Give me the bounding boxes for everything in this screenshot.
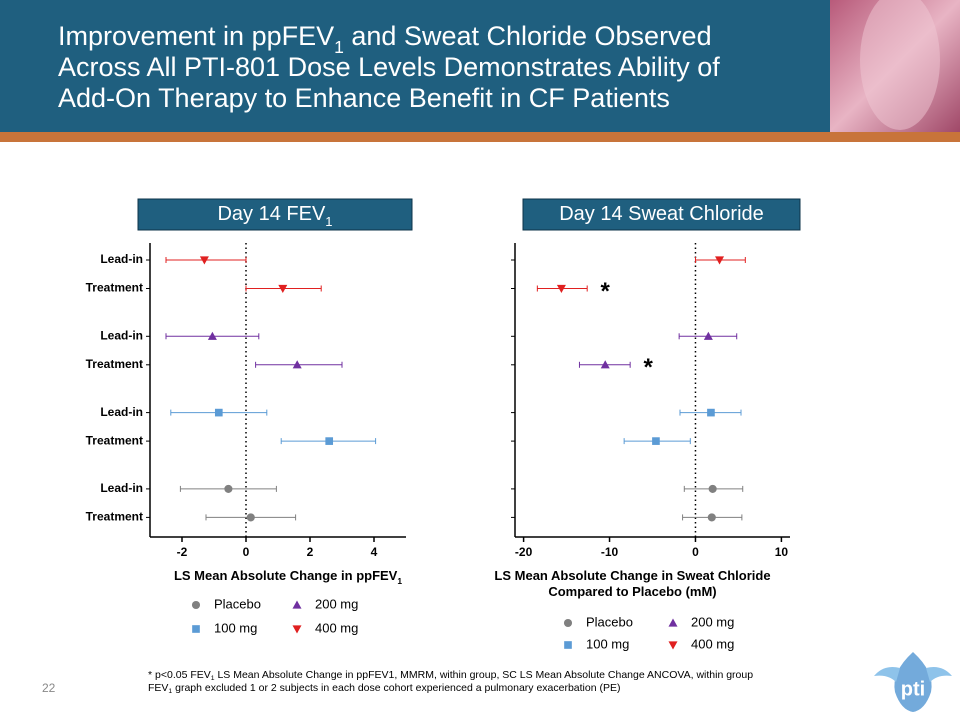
marker [278, 284, 288, 293]
marker [224, 484, 233, 493]
legend-label: 100 mg [586, 636, 629, 651]
marker [192, 625, 200, 633]
x-axis-label: LS Mean Absolute Change in Sweat Chlorid… [494, 568, 770, 583]
slide-title-subscript: 1 [334, 37, 344, 57]
y-tick-label: Lead-in [100, 481, 143, 495]
legend-label: Placebo [214, 596, 261, 611]
marker [556, 284, 566, 293]
slide-title-run: and Sweat Chloride Observed [344, 21, 712, 51]
marker [292, 600, 302, 609]
y-tick-label: Lead-in [100, 405, 143, 419]
marker [246, 513, 255, 522]
marker [325, 437, 334, 445]
marker [600, 360, 610, 369]
slide-title-run: Across All PTI-801 Dose Levels Demonstra… [58, 52, 720, 82]
x-axis-label-run: LS Mean Absolute Change in ppFEV [174, 568, 398, 583]
marker [707, 513, 716, 522]
footnote-run: * p<0.05 FEV [148, 669, 211, 681]
footnote: FEV1 graph excluded 1 or 2 subjects in e… [148, 682, 620, 696]
marker [564, 641, 572, 649]
y-tick-label: Lead-in [100, 328, 143, 342]
x-tick-label: 4 [371, 545, 378, 559]
panel-header-run: Day 14 FEV [217, 203, 325, 225]
logo-shape [894, 652, 932, 712]
x-tick-label: 2 [307, 545, 314, 559]
panel-header: Day 14 FEV1 [217, 203, 332, 229]
footnote-run: FEV [148, 682, 168, 694]
footnote-subscript: 1 [211, 675, 215, 682]
marker [199, 256, 209, 265]
slide-title-run: Add-On Therapy to Enhance Benefit in CF … [58, 83, 670, 113]
x-tick-label: 0 [692, 545, 699, 559]
page-number: 22 [42, 681, 56, 695]
slide-title-run: Improvement in ppFEV [58, 21, 334, 51]
image-detail [860, 0, 940, 130]
significance-marker: * [643, 354, 653, 381]
legend-label: 100 mg [214, 620, 257, 635]
x-tick-label: -2 [177, 545, 188, 559]
footnote-run: graph excluded 1 or 2 subjects in each d… [172, 682, 620, 694]
y-tick-label: Lead-in [100, 252, 143, 266]
footnote: * p<0.05 FEV1 LS Mean Absolute Change in… [148, 669, 753, 683]
marker [563, 618, 573, 628]
logo-text: pti [901, 678, 925, 700]
panel-header: Day 14 Sweat Chloride [559, 203, 764, 225]
x-axis-label-run: LS Mean Absolute Change in Sweat Chlorid… [494, 568, 770, 583]
marker [292, 360, 302, 369]
x-tick-label: 0 [243, 545, 250, 559]
panel-header-subscript: 1 [325, 214, 332, 229]
x-tick-label: 10 [775, 545, 789, 559]
footnote-run: LS Mean Absolute Change in ppFEV1, MMRM,… [215, 669, 754, 681]
marker [292, 625, 302, 634]
slide-title: Across All PTI-801 Dose Levels Demonstra… [58, 52, 720, 82]
marker [703, 331, 713, 340]
footnote-subscript: 1 [168, 688, 172, 695]
legend-label: 200 mg [315, 596, 358, 611]
legend-label: Placebo [586, 614, 633, 629]
marker [652, 437, 660, 445]
x-axis-label: LS Mean Absolute Change in ppFEV1 [174, 568, 402, 586]
panel-header-box [522, 198, 801, 231]
header-band [0, 0, 960, 132]
marker [708, 484, 717, 493]
y-tick-label: Treatment [86, 510, 143, 524]
y-tick-label: Treatment [86, 281, 143, 295]
y-tick-label: Treatment [86, 433, 143, 447]
marker [214, 408, 223, 417]
logo-leaves [874, 667, 952, 682]
y-tick-label: Treatment [86, 357, 143, 371]
legend-label: 400 mg [315, 620, 358, 635]
header-stripe [0, 132, 960, 142]
marker [668, 641, 678, 650]
significance-marker: * [601, 278, 611, 305]
x-axis-label-subscript: 1 [397, 576, 402, 586]
x-tick-label: -10 [601, 545, 619, 559]
panel-header-box [137, 198, 413, 231]
marker [715, 256, 725, 265]
slide-title: Improvement in ppFEV1 and Sweat Chloride… [58, 21, 712, 57]
slide-title: Add-On Therapy to Enhance Benefit in CF … [58, 83, 670, 113]
panel-header-run: Day 14 Sweat Chloride [559, 203, 764, 225]
marker [191, 600, 201, 610]
x-axis-label-run: Compared to Placebo (mM) [548, 584, 716, 599]
x-tick-label: -20 [515, 545, 533, 559]
x-axis-label: Compared to Placebo (mM) [548, 584, 716, 599]
marker [707, 408, 715, 417]
marker [668, 618, 678, 627]
legend-label: 400 mg [691, 636, 734, 651]
legend-label: 200 mg [691, 614, 734, 629]
marker [207, 331, 217, 340]
